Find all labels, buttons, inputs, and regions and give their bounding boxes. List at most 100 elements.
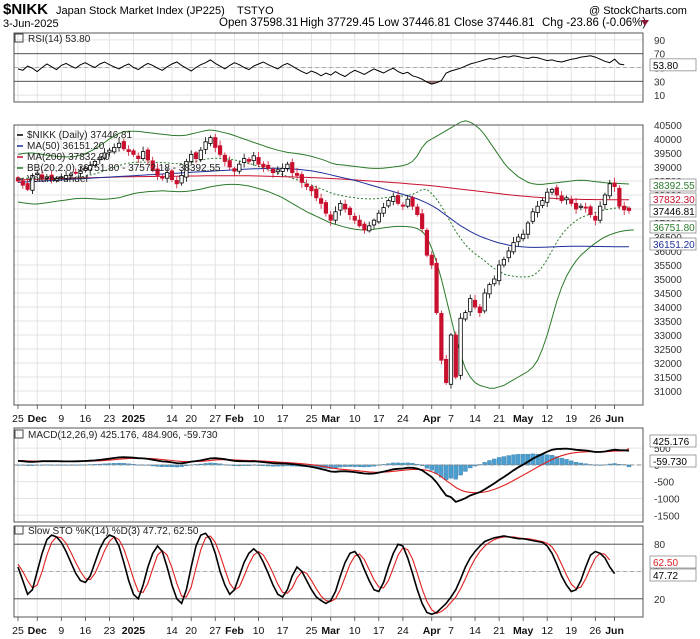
candle-body xyxy=(131,150,136,155)
price-tag-bb: 36751.80 xyxy=(653,223,695,234)
candle-body xyxy=(472,299,478,308)
macd-histogram-bar xyxy=(583,463,588,466)
macd-histogram-bar xyxy=(424,464,430,469)
candle-body xyxy=(338,202,343,211)
macd-histogram-bar xyxy=(516,454,521,466)
date-axis-upper: 25 Dec 9 16 23 2025 14 20 27 Feb 10 17 25 Mar 10 17 24 Ap… xyxy=(12,405,624,425)
macd-histogram-bar xyxy=(395,462,401,466)
price-legend-ma200: MA(200) 37832.30 xyxy=(27,152,110,163)
candle-body xyxy=(266,164,271,169)
rsi-tick-label: 70 xyxy=(654,50,666,61)
price-tick-label: 34000 xyxy=(654,303,682,314)
candle-body xyxy=(554,187,559,196)
candle-body xyxy=(184,160,189,178)
sto-k-last-value: 47.72 xyxy=(653,571,678,582)
date-label: 2025 xyxy=(122,625,146,637)
price-tag-close-box xyxy=(649,204,697,218)
macd-histogram-bar xyxy=(121,463,127,466)
date-label: 7 xyxy=(448,625,454,637)
date-label: 9 xyxy=(58,413,64,425)
candle-body xyxy=(140,151,146,160)
candle-body xyxy=(386,200,391,207)
price-tag-close: 37446.81 xyxy=(653,207,695,218)
date-label: 27 xyxy=(209,625,221,637)
bb-lower-line xyxy=(17,183,634,389)
candle-body xyxy=(415,206,420,215)
date-label: 24 xyxy=(397,625,409,637)
date-label: 10 xyxy=(349,625,361,637)
rsi-line xyxy=(17,55,625,85)
sto-frame xyxy=(13,525,644,618)
candle-body xyxy=(573,202,579,210)
price-tag-ma50: 36151.20 xyxy=(653,240,695,251)
rsi-label: RSI(14) 53.80 xyxy=(28,34,91,45)
candle-body xyxy=(35,172,40,175)
candle-body xyxy=(434,262,439,314)
macd-histogram-bar xyxy=(150,464,155,467)
candle-body xyxy=(203,141,208,150)
price-tick-label: 36000 xyxy=(654,247,682,258)
sto-legend-swatch xyxy=(14,525,24,535)
rsi-tick-label: 10 xyxy=(654,91,666,102)
candle-body xyxy=(112,146,117,153)
ohlc-open: Open 37598.31 xyxy=(219,17,298,29)
exchange: TSTYO xyxy=(237,5,274,17)
macd-histogram-bar xyxy=(241,464,247,466)
candle-body xyxy=(549,188,555,193)
macd-histogram-bar xyxy=(184,464,189,466)
macd-hist-last-value: -59.730 xyxy=(653,457,687,468)
candle-body xyxy=(559,195,564,201)
ma50-line xyxy=(17,167,630,248)
date-label: Jun xyxy=(605,625,624,637)
candle-body xyxy=(622,205,627,211)
ohlc-high: High 37729.45 xyxy=(300,17,375,29)
macd-histogram-bar xyxy=(468,464,473,469)
candle-body xyxy=(405,198,410,207)
date-label: 25 xyxy=(306,625,318,637)
macd-histogram-bar xyxy=(626,464,632,468)
macd-histogram-bar xyxy=(453,464,458,480)
price-tag-bb-box xyxy=(649,220,697,234)
macd-histogram-bar xyxy=(492,458,497,466)
candle-body xyxy=(328,214,333,221)
macd-hist-last-value-box xyxy=(649,454,697,468)
candle-body xyxy=(318,198,324,204)
candle-body xyxy=(213,137,218,148)
candle-body xyxy=(410,197,415,207)
date-label: 2025 xyxy=(122,413,146,425)
macd-histogram-bar xyxy=(333,464,338,469)
candle-body xyxy=(458,317,463,376)
candle-body xyxy=(357,219,362,227)
price-tick-label: 33000 xyxy=(654,331,682,342)
candle-body xyxy=(97,156,102,161)
date-label: 25 xyxy=(12,413,24,425)
candle-body xyxy=(323,202,329,214)
candle-body xyxy=(217,145,223,155)
date-label: Feb xyxy=(225,413,244,425)
date-label: 17 xyxy=(277,625,289,637)
macd-last-value-box xyxy=(649,434,697,448)
macd-histogram-bar xyxy=(511,454,516,466)
sto-d-last-value-box xyxy=(649,555,697,569)
candle-body xyxy=(381,207,386,214)
macd-histogram-bar xyxy=(564,459,569,466)
macd-histogram-bar xyxy=(107,463,112,466)
candle-body xyxy=(246,159,252,162)
candle-body xyxy=(617,187,622,207)
macd-histogram-bar xyxy=(30,464,35,466)
candle-body xyxy=(506,250,511,259)
date-label: 21 xyxy=(493,413,505,425)
change-down-icon xyxy=(641,20,649,26)
candle-body xyxy=(294,173,300,176)
price-tag-bb-box xyxy=(649,178,697,192)
candle-body xyxy=(487,284,492,295)
macd-histogram-bar xyxy=(434,464,439,474)
macd-label: MACD(12,26,9) 425.176, 484.906, -59.730 xyxy=(28,430,218,441)
candle-body xyxy=(371,219,377,226)
candle-body xyxy=(612,182,617,188)
candle-body xyxy=(92,160,98,166)
candle-body xyxy=(155,168,160,176)
macd-histogram-bar xyxy=(198,463,203,466)
candle-body xyxy=(193,152,199,160)
candle-body xyxy=(160,176,165,179)
